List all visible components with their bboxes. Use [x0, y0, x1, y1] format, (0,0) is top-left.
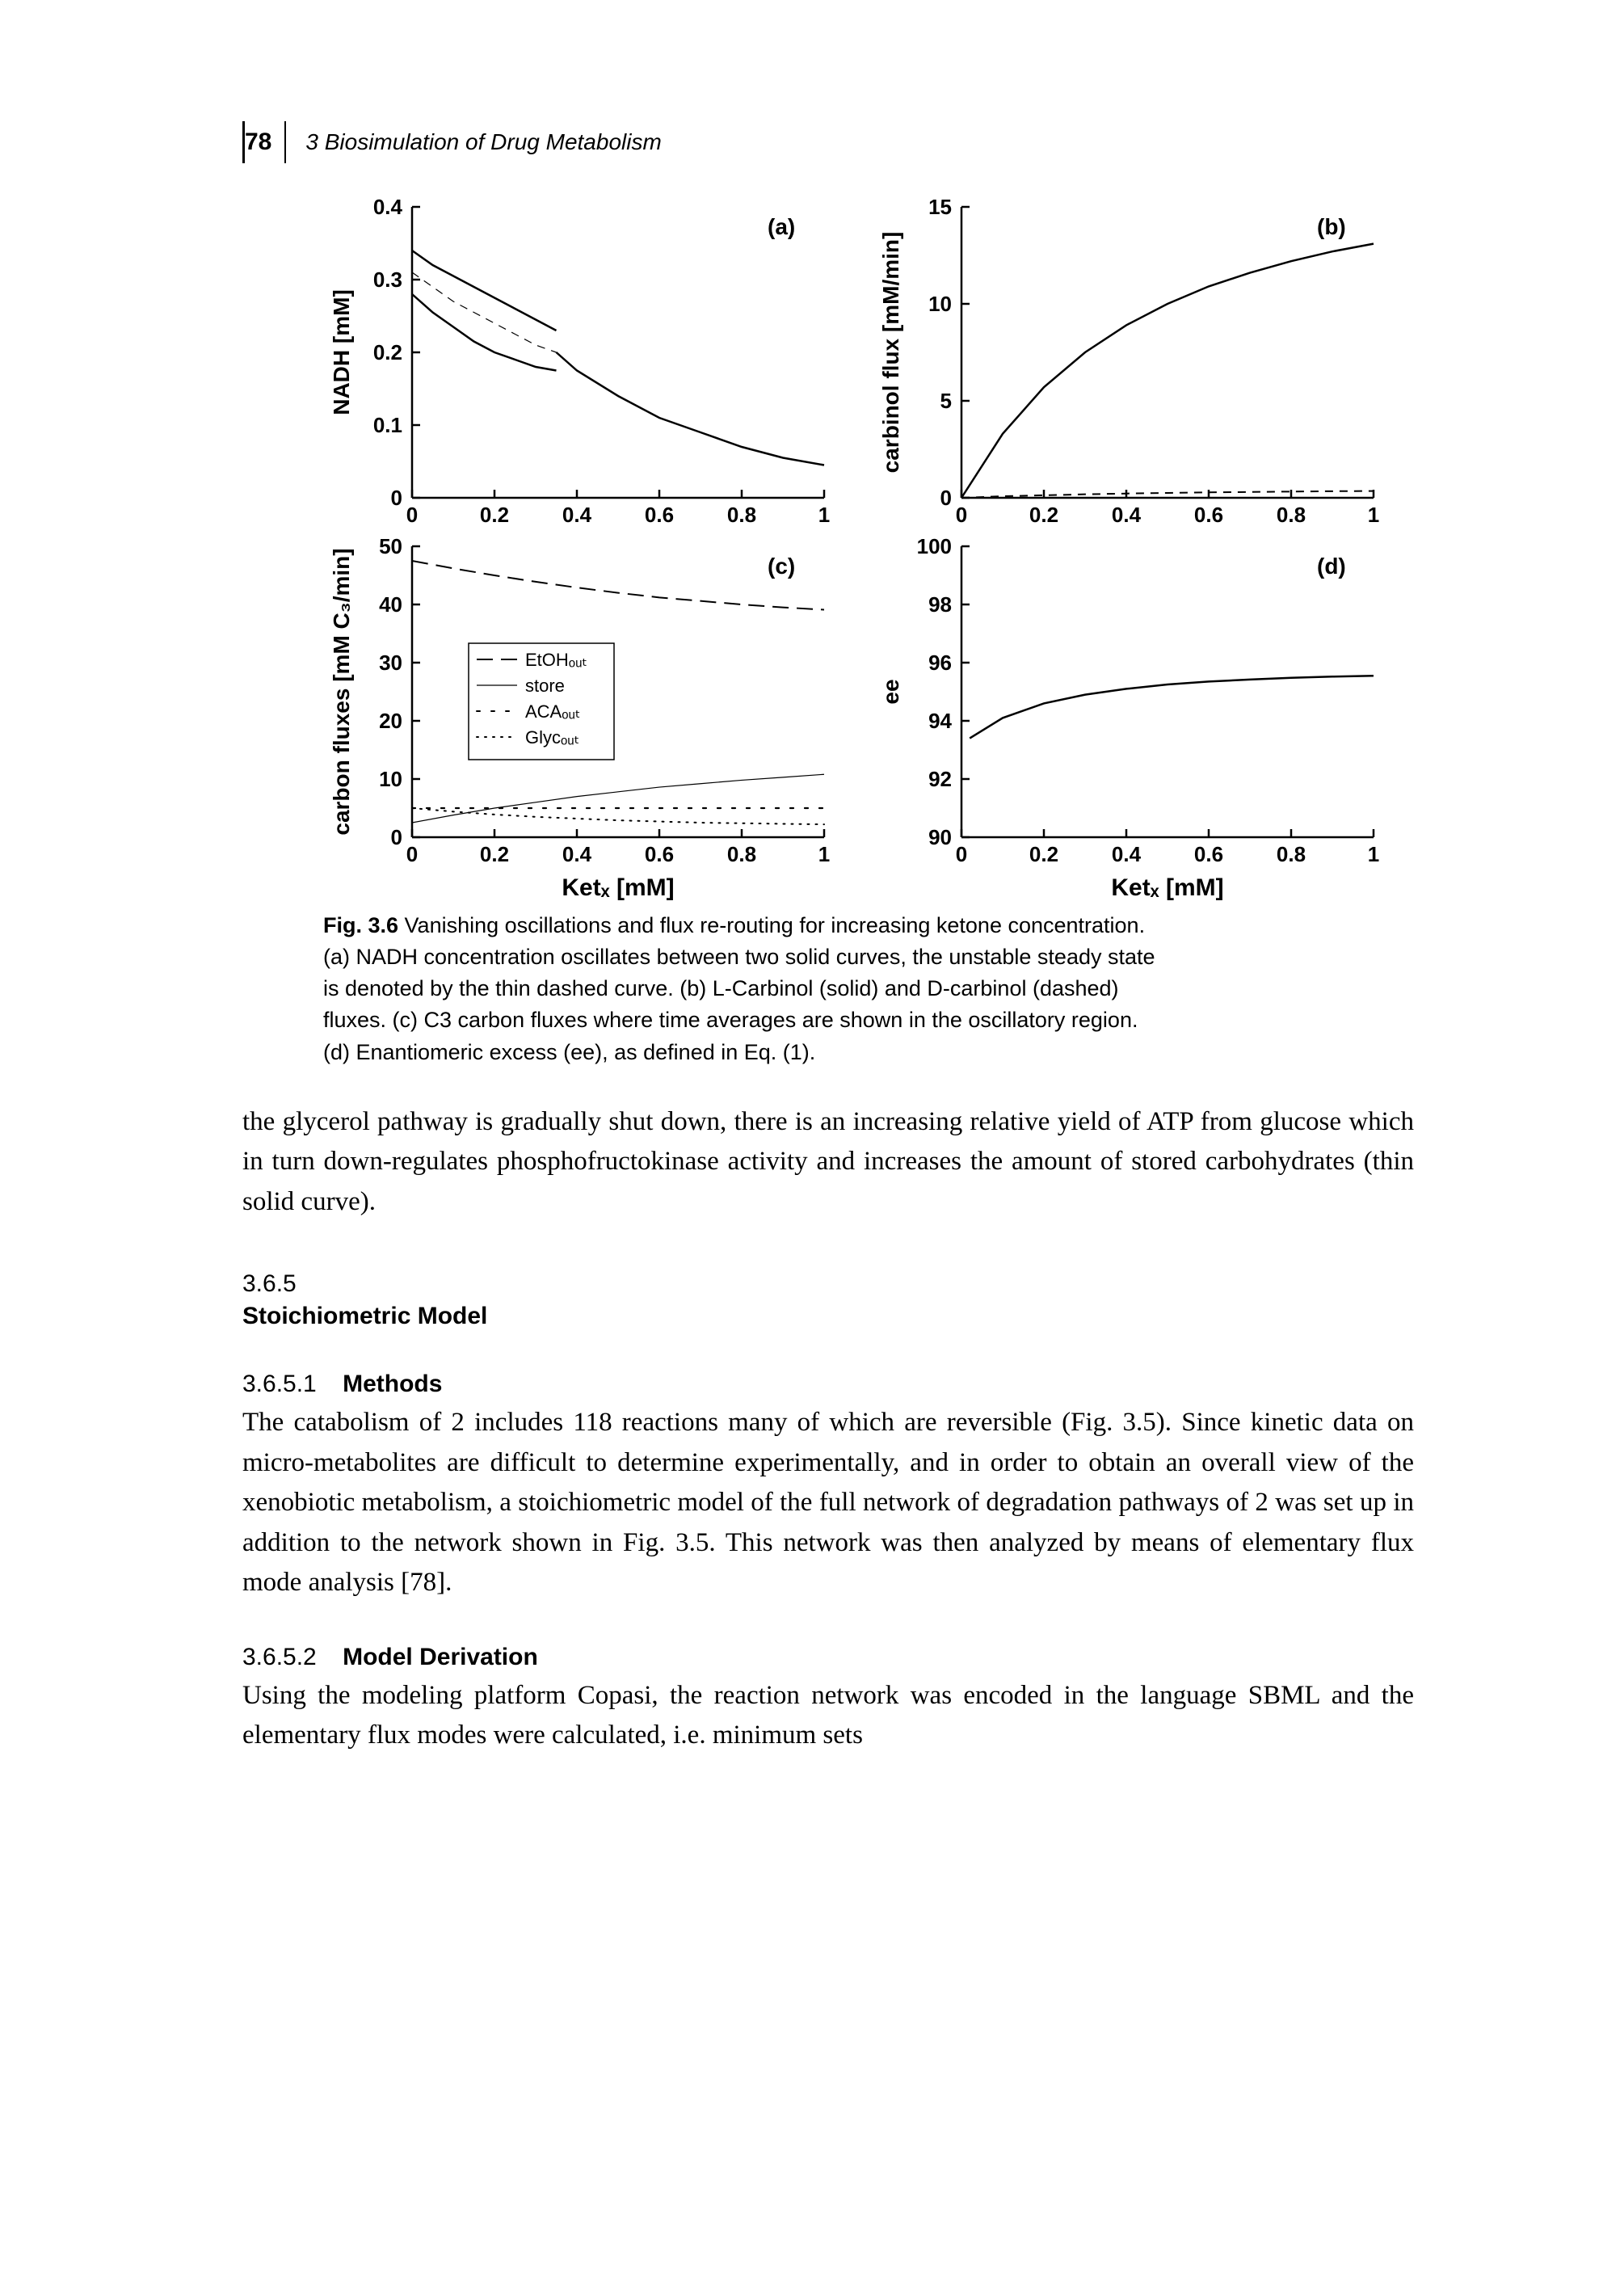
figure-panels: 00.20.40.60.8100.10.20.30.4NADH [mM](a) …: [323, 191, 1414, 870]
svg-text:0.2: 0.2: [1029, 503, 1058, 527]
svg-text:0: 0: [406, 842, 418, 866]
svg-text:0.2: 0.2: [373, 340, 402, 364]
figure-label: Fig. 3.6: [323, 913, 398, 937]
svg-text:ACAₒᵤₜ: ACAₒᵤₜ: [525, 701, 580, 722]
svg-text:92: 92: [928, 767, 952, 791]
svg-text:90: 90: [928, 825, 952, 849]
svg-text:1: 1: [1368, 503, 1379, 527]
svg-text:(c): (c): [768, 554, 795, 579]
subsection-methods-text: The catabolism of 2 includes 118 reactio…: [242, 1403, 1414, 1603]
svg-text:Ketₓ [mM]: Ketₓ [mM]: [1111, 874, 1223, 901]
subsection-methods-heading: 3.6.5.1 Methods: [242, 1371, 1414, 1398]
svg-text:0.8: 0.8: [727, 842, 756, 866]
svg-text:0.8: 0.8: [727, 503, 756, 527]
svg-text:50: 50: [379, 534, 402, 558]
svg-text:(b): (b): [1317, 214, 1346, 239]
svg-text:0: 0: [956, 503, 967, 527]
svg-text:0: 0: [406, 503, 418, 527]
svg-text:15: 15: [928, 195, 952, 219]
subsection-number: 3.6.5.2: [242, 1644, 317, 1670]
svg-text:20: 20: [379, 709, 402, 733]
running-head: 3 Biosimulation of Drug Metabolism: [305, 121, 661, 163]
page-header: 78 3 Biosimulation of Drug Metabolism: [242, 121, 1414, 163]
svg-text:30: 30: [379, 651, 402, 675]
panel-a: 0 0.2 0.4 0.6 0.8 1 0 0.1 0.2 0.3 0.4 NADH [mM] (a): [323, 191, 840, 530]
svg-text:0.6: 0.6: [1194, 503, 1223, 527]
svg-text:EtOHₒᵤₜ: EtOHₒᵤₜ: [525, 650, 587, 670]
svg-text:0: 0: [940, 486, 952, 510]
panel-d: 00.20.40.60.819092949698100eeKetₓ [mM](d…: [873, 530, 1390, 870]
svg-text:0: 0: [956, 842, 967, 866]
paragraph-continuation: the glycerol pathway is gradually shut d…: [242, 1102, 1414, 1223]
figure-3-6: 00.20.40.60.8100.10.20.30.4NADH [mM](a) …: [323, 191, 1414, 1068]
subsection-model-derivation-text: Using the modeling platform Copasi, the …: [242, 1676, 1414, 1756]
subsection-number: 3.6.5.1: [242, 1371, 317, 1397]
svg-text:0.6: 0.6: [645, 842, 674, 866]
svg-text:98: 98: [928, 592, 952, 617]
svg-text:0.2: 0.2: [1029, 842, 1058, 866]
svg-text:0.8: 0.8: [1277, 842, 1306, 866]
svg-text:100: 100: [917, 534, 952, 558]
svg-text:NADH [mM]: NADH [mM]: [329, 289, 354, 415]
svg-text:5: 5: [940, 389, 952, 413]
panel-b: 00.20.40.60.81051015carbinol flux [mM/mi…: [873, 191, 1390, 530]
svg-text:(d): (d): [1317, 554, 1346, 579]
svg-text:0.4: 0.4: [562, 842, 592, 866]
svg-text:40: 40: [379, 592, 402, 617]
svg-text:10: 10: [379, 767, 402, 791]
svg-text:1: 1: [1368, 842, 1379, 866]
svg-text:1: 1: [818, 503, 830, 527]
svg-text:1: 1: [818, 842, 830, 866]
figure-caption-text: Vanishing oscillations and flux re-routi…: [323, 913, 1155, 1064]
figure-caption: Fig. 3.6 Vanishing oscillations and flux…: [323, 910, 1163, 1068]
subsection-model-derivation-heading: 3.6.5.2 Model Derivation: [242, 1644, 1414, 1671]
svg-text:0.3: 0.3: [373, 267, 402, 292]
section-title: Stoichiometric Model: [242, 1303, 1414, 1330]
svg-text:0.2: 0.2: [480, 842, 509, 866]
svg-text:0.6: 0.6: [645, 503, 674, 527]
svg-text:0.6: 0.6: [1194, 842, 1223, 866]
svg-text:0.4: 0.4: [1112, 503, 1142, 527]
svg-text:0: 0: [391, 486, 402, 510]
svg-text:carbon fluxes [mM C₃/min]: carbon fluxes [mM C₃/min]: [329, 548, 354, 835]
svg-text:(a): (a): [768, 214, 795, 239]
svg-text:store: store: [525, 676, 565, 696]
subsection-title: Methods: [343, 1371, 442, 1397]
panel-c: 00.20.40.60.8101020304050carbon fluxes […: [323, 530, 840, 870]
svg-text:ee: ee: [878, 679, 903, 704]
page-number: 78: [245, 121, 286, 163]
svg-text:10: 10: [928, 292, 952, 316]
svg-text:0.8: 0.8: [1277, 503, 1306, 527]
svg-text:0.4: 0.4: [373, 195, 403, 219]
section-number: 3.6.5: [242, 1270, 1414, 1298]
svg-text:Glycₒᵤₜ: Glycₒᵤₜ: [525, 727, 579, 748]
svg-text:94: 94: [928, 709, 952, 733]
svg-text:0: 0: [391, 825, 402, 849]
svg-text:carbinol flux [mM/min]: carbinol flux [mM/min]: [878, 232, 903, 474]
svg-text:96: 96: [928, 651, 952, 675]
svg-text:Ketₓ [mM]: Ketₓ [mM]: [562, 874, 674, 901]
svg-text:0.4: 0.4: [1112, 842, 1142, 866]
svg-text:0.1: 0.1: [373, 413, 402, 437]
svg-text:0.2: 0.2: [480, 503, 509, 527]
svg-text:0.4: 0.4: [562, 503, 592, 527]
subsection-title: Model Derivation: [343, 1644, 538, 1670]
